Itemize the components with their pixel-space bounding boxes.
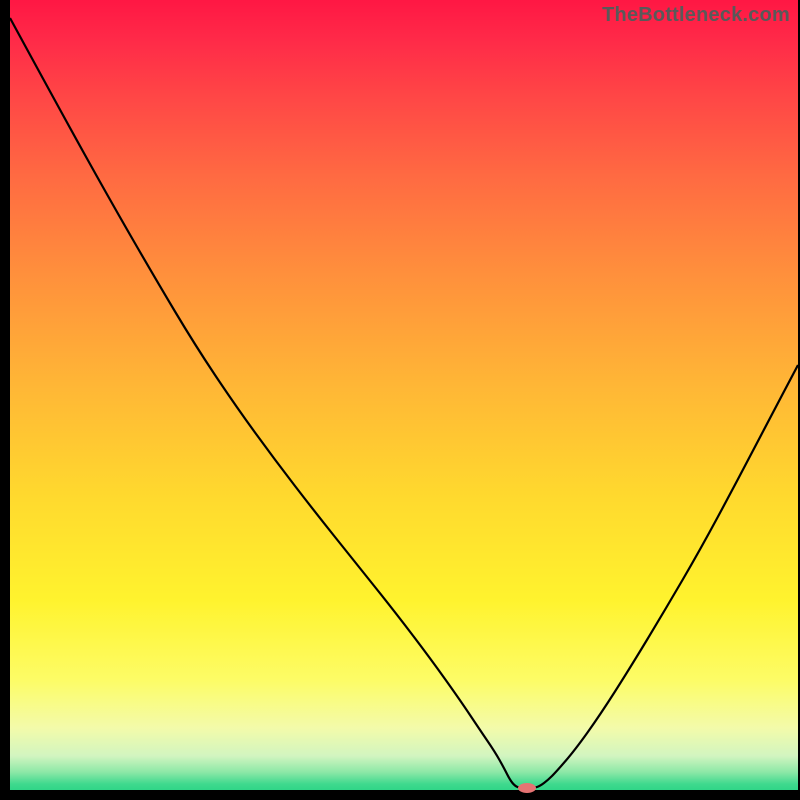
watermark-text: TheBottleneck.com <box>602 4 790 27</box>
chart-background <box>0 0 800 800</box>
chart-svg <box>0 0 800 800</box>
bottleneck-chart: TheBottleneck.com <box>0 0 800 800</box>
optimal-point-marker <box>518 783 536 793</box>
